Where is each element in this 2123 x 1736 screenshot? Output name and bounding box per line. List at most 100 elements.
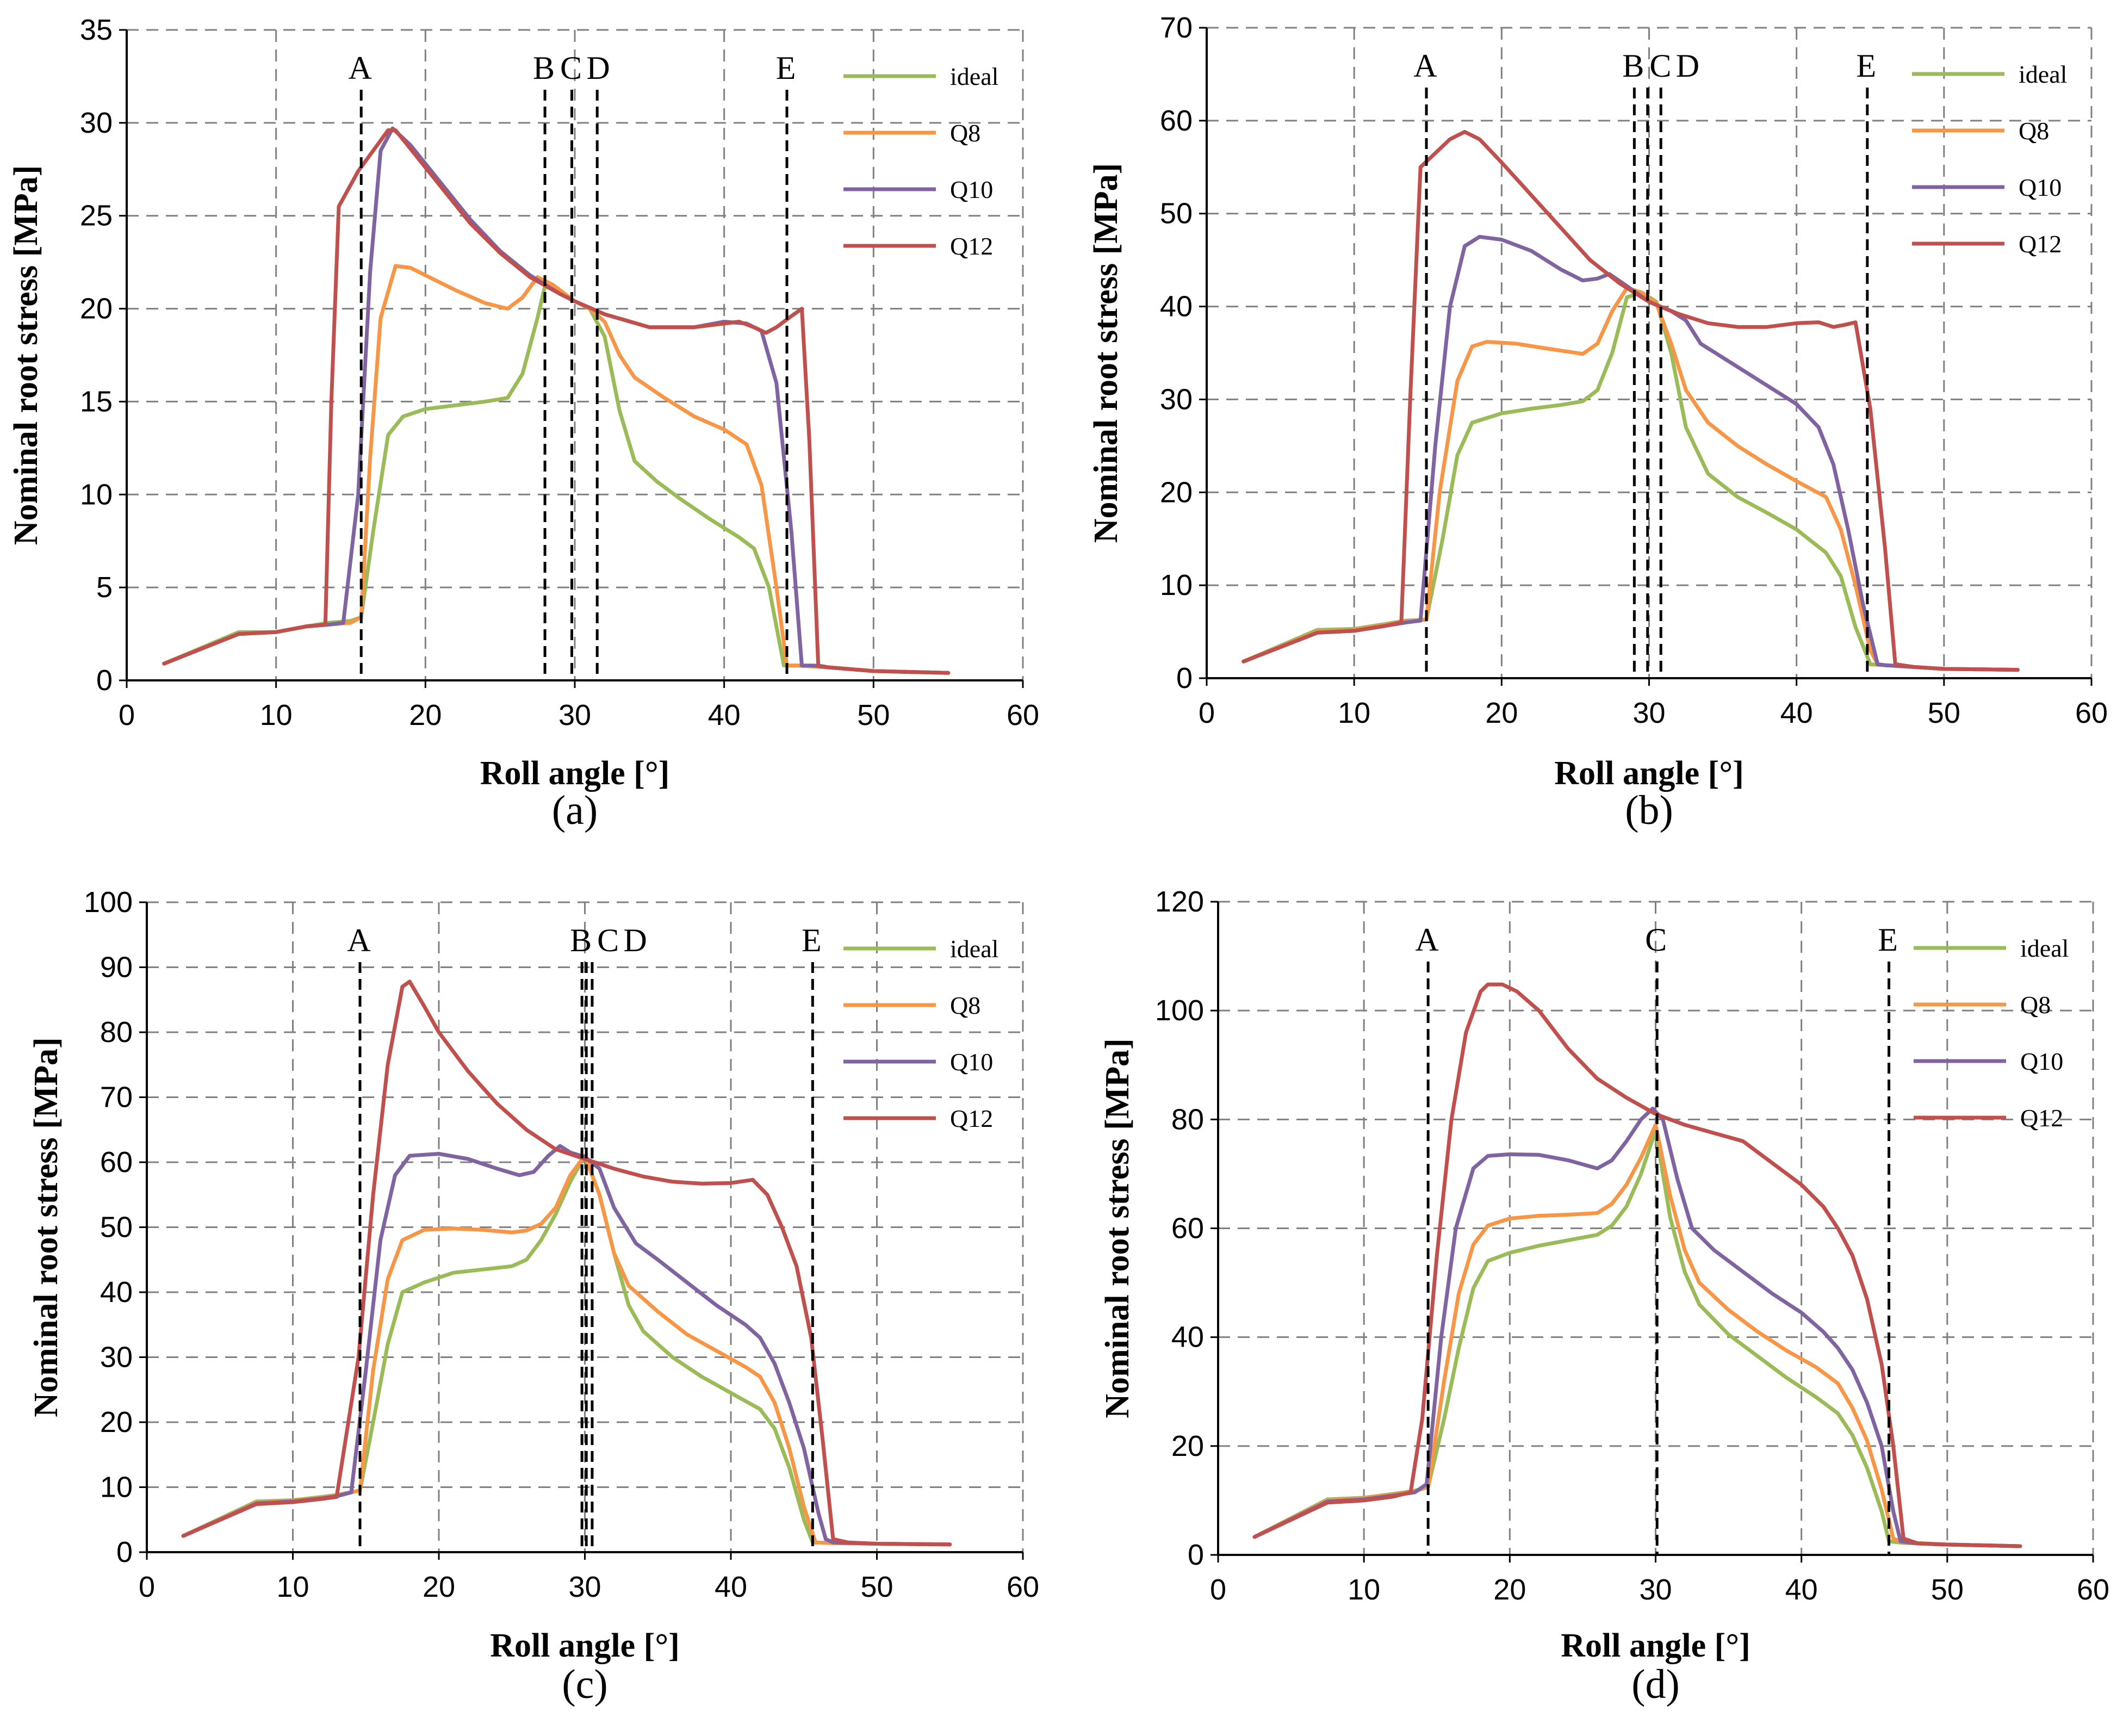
legend-label-q8: Q8 — [2020, 991, 2051, 1019]
legend-label-q12: Q12 — [950, 232, 993, 260]
series-line-q12 — [1252, 982, 2022, 1548]
y-axis-title: Nominal root stress [MPa] — [1099, 1038, 1136, 1418]
x-tick-label: 40 — [1785, 1573, 1818, 1606]
x-axis-title: Roll angle [°] — [490, 1627, 680, 1664]
y-tick-label: 0 — [116, 1536, 133, 1568]
legend-label-q10: Q10 — [950, 176, 993, 203]
marker-label-e: E — [776, 50, 796, 86]
x-tick-label: 20 — [409, 699, 442, 731]
marker-label-d: D — [1676, 48, 1699, 84]
y-tick-label: 70 — [100, 1081, 133, 1114]
y-tick-label: 30 — [1160, 383, 1193, 416]
x-tick-label: 0 — [1199, 697, 1215, 729]
x-tick-label: 10 — [1348, 1573, 1380, 1606]
panel-caption: (d) — [1631, 1661, 1680, 1707]
legend-label-ideal: ideal — [2019, 60, 2067, 88]
marker-label-c: C — [560, 50, 582, 86]
x-tick-label: 30 — [1632, 697, 1665, 729]
series-line-q10 — [162, 126, 951, 675]
legend-label-q10: Q10 — [950, 1048, 993, 1076]
y-tick-label: 100 — [1155, 994, 1204, 1027]
panel-caption: (c) — [562, 1661, 607, 1707]
x-tick-label: 30 — [568, 1571, 601, 1603]
x-tick-label: 10 — [1338, 697, 1370, 729]
y-tick-label: 80 — [1171, 1103, 1204, 1136]
y-tick-label: 20 — [80, 293, 113, 325]
chart-panel-c: 0 10 20 30 40 50 60 70 80 90 100 0 10 20 30 40 50 60 Roll … — [28, 886, 1039, 1707]
legend-label-ideal: ideal — [950, 63, 998, 90]
x-axis-title: Roll angle [°] — [1554, 755, 1744, 792]
x-tick-label: 10 — [276, 1571, 309, 1603]
y-tick-label: 60 — [100, 1146, 133, 1179]
y-tick-label: 10 — [100, 1471, 133, 1504]
marker-label-d: D — [586, 50, 610, 86]
y-tick-label: 80 — [100, 1016, 133, 1049]
marker-label-c: C — [1649, 48, 1671, 84]
x-tick-label: 60 — [2075, 697, 2108, 729]
y-tick-label: 40 — [1171, 1321, 1204, 1354]
x-tick-label: 0 — [119, 699, 135, 731]
x-tick-label: 50 — [1931, 1573, 1964, 1606]
marker-label-b: B — [533, 50, 555, 86]
x-tick-label: 0 — [1210, 1573, 1226, 1606]
x-axis-title: Roll angle [°] — [1561, 1627, 1750, 1664]
marker-label-c: C — [1645, 922, 1667, 958]
marker-label-a: A — [1415, 922, 1438, 958]
y-tick-label: 20 — [1171, 1430, 1204, 1462]
series-line-q12 — [162, 128, 951, 675]
x-tick-label: 20 — [1493, 1573, 1526, 1606]
legend-label-q8: Q8 — [950, 991, 980, 1019]
panel-caption: (a) — [552, 788, 598, 833]
legend-label-ideal: ideal — [950, 935, 998, 963]
series-line-q8 — [181, 1154, 952, 1547]
y-tick-label: 50 — [100, 1211, 133, 1244]
series-line-ideal — [162, 284, 951, 675]
legend-label-q12: Q12 — [950, 1105, 993, 1132]
marker-label-e: E — [802, 922, 822, 958]
y-tick-label: 10 — [1160, 569, 1193, 602]
x-tick-label: 0 — [139, 1571, 155, 1603]
x-tick-label: 60 — [1007, 1571, 1039, 1603]
x-tick-label: 60 — [2077, 1573, 2109, 1606]
y-tick-label: 15 — [80, 385, 113, 418]
legend-label-q8: Q8 — [2019, 117, 2049, 145]
series-line-q12 — [181, 979, 952, 1547]
y-tick-label: 0 — [1176, 662, 1193, 695]
x-tick-label: 20 — [423, 1571, 455, 1603]
y-tick-label: 40 — [1160, 290, 1193, 323]
marker-label-e: E — [1878, 922, 1898, 958]
series-line-ideal — [181, 1154, 952, 1547]
series-line-ideal — [1252, 1128, 2022, 1548]
y-tick-label: 30 — [100, 1341, 133, 1374]
y-tick-label: 0 — [1188, 1539, 1204, 1571]
series-line-ideal — [1241, 290, 2020, 672]
y-tick-label: 100 — [84, 886, 133, 919]
y-axis-title: Nominal root stress [MPa] — [1088, 163, 1125, 543]
y-axis-title: Nominal root stress [MPa] — [8, 165, 45, 545]
y-tick-label: 10 — [80, 478, 113, 511]
x-tick-label: 40 — [715, 1571, 747, 1603]
marker-label-a: A — [1413, 48, 1437, 84]
marker-label-e: E — [1856, 48, 1876, 84]
legend-label-q10: Q10 — [2019, 173, 2062, 201]
marker-label-b: B — [1622, 48, 1644, 84]
y-tick-label: 20 — [100, 1406, 133, 1439]
y-tick-label: 0 — [96, 664, 113, 697]
y-tick-label: 120 — [1155, 885, 1204, 918]
legend-label-q8: Q8 — [950, 119, 980, 147]
y-axis-title: Nominal root stress [MPa] — [28, 1037, 65, 1417]
x-tick-label: 50 — [1928, 697, 1960, 729]
x-tick-label: 50 — [857, 699, 890, 731]
chart-panel-b: 0 10 20 30 40 50 60 70 0 10 20 30 40 50 60 Roll angle [… — [1088, 11, 2108, 833]
marker-label-c: C — [597, 922, 619, 958]
legend-label-q10: Q10 — [2020, 1047, 2063, 1075]
series-line-q8 — [1252, 1123, 2022, 1548]
marker-label-b: B — [570, 922, 592, 958]
series-line-q10 — [1241, 234, 2020, 672]
y-tick-label: 25 — [80, 200, 113, 232]
x-tick-label: 50 — [860, 1571, 893, 1603]
legend-label-ideal: ideal — [2020, 934, 2069, 962]
y-tick-label: 70 — [1160, 11, 1193, 44]
marker-label-a: A — [349, 50, 372, 86]
